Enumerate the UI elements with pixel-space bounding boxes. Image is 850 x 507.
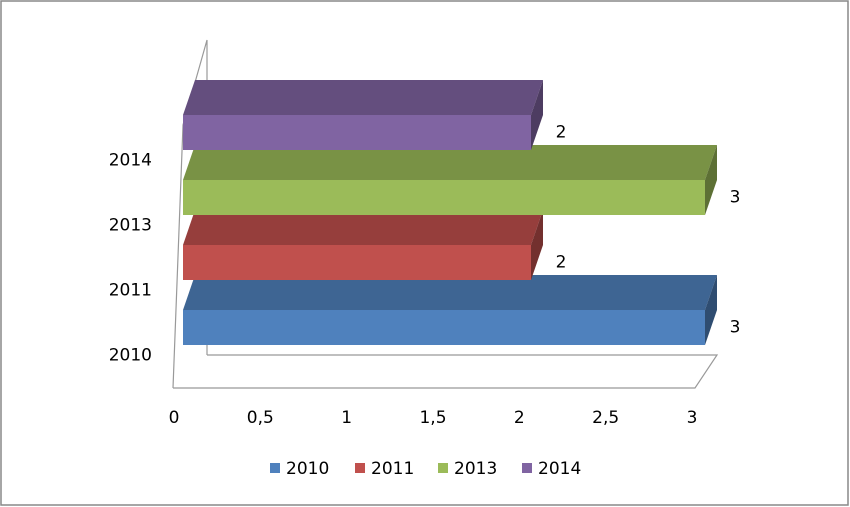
x-tick-label: 2,5 [592,408,619,428]
bar-top [183,275,717,310]
bar-side [705,145,717,215]
legend-label: 2013 [454,459,497,479]
legend-swatch [438,463,448,473]
x-tick-label: 3 [687,408,698,428]
x-tick-label: 1 [341,408,352,428]
bar-side [531,80,543,150]
data-label: 2 [556,253,567,273]
bar-side [531,210,543,280]
bar [183,115,531,150]
legend-swatch [522,463,532,473]
data-label: 3 [730,318,741,338]
bar-top [183,80,543,115]
x-tick-label: 2 [514,408,525,428]
y-tick-label: 2011 [109,281,152,301]
y-tick-label: 2010 [109,346,152,366]
legend-swatch [270,463,280,473]
legend-label: 2010 [286,459,329,479]
y-tick-label: 2014 [109,151,152,171]
legend-label: 2014 [538,459,581,479]
x-tick-label: 0 [169,408,180,428]
bar-top [183,210,543,245]
data-label: 2 [556,123,567,143]
bar-side [705,275,717,345]
x-tick-label: 0,5 [247,408,274,428]
x-tick-label: 1,5 [419,408,446,428]
legend-label: 2011 [371,459,414,479]
data-label: 3 [730,188,741,208]
bar [183,180,705,215]
y-tick-label: 2013 [109,216,152,236]
legend-swatch [355,463,365,473]
bar [183,245,531,280]
bar-top [183,145,717,180]
floor [173,354,719,389]
bar [183,310,705,345]
